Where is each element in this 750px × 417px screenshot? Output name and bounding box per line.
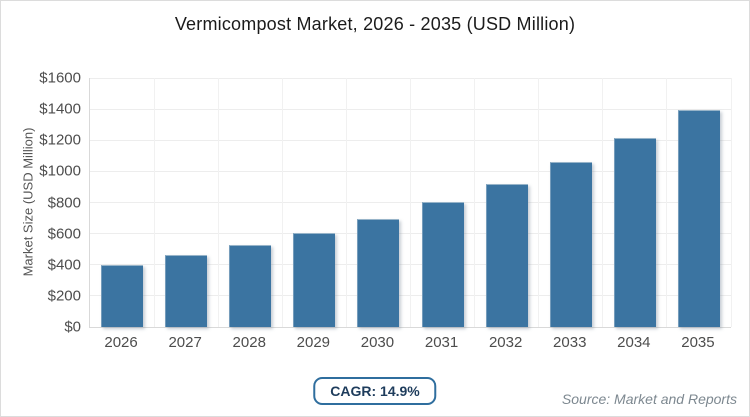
cagr-badge: CAGR: 14.9% [313, 377, 437, 405]
x-tick-label-2034: 2034 [617, 334, 651, 351]
bar-2026 [101, 264, 144, 327]
source-note: Source: Market and Reports [561, 391, 737, 407]
gridline-vertical [730, 78, 732, 327]
gridline-vertical [410, 78, 411, 327]
x-tick-label-2028: 2028 [232, 334, 266, 351]
y-tick-label: $400 [47, 256, 81, 274]
x-tick-label-2035: 2035 [681, 334, 715, 351]
y-tick-label: $1000 [39, 162, 81, 180]
bar-2031 [421, 202, 464, 327]
y-tick-label: $600 [47, 225, 81, 243]
chart-title: Vermicompost Market, 2026 - 2035 (USD Mi… [174, 14, 576, 34]
y-tick-label: $200 [47, 287, 81, 305]
gridline-vertical [538, 78, 540, 327]
x-tick-label-2031: 2031 [424, 334, 459, 351]
gridline-vertical [666, 78, 668, 327]
gridline-vertical [474, 78, 476, 327]
bar-2032 [485, 183, 528, 327]
plot-area [89, 77, 732, 328]
bar-2028 [229, 244, 272, 327]
y-tick-label: $1400 [39, 100, 81, 118]
bar-2035 [677, 109, 720, 327]
y-tick-label: $1200 [39, 131, 81, 149]
y-tick-label: $0 [64, 318, 81, 336]
bar-2027 [165, 255, 208, 327]
y-tick-label: $1600 [39, 69, 81, 87]
gridline-vertical [602, 78, 604, 327]
bar-2033 [549, 162, 592, 327]
cagr-badge-label: CAGR: 14.9% [330, 383, 420, 399]
x-tick-label-2032: 2032 [488, 334, 523, 351]
x-axis-tick-labels: 2026 2027 2028 2029 2030 2031 2032 2033 2034 2035 [89, 334, 730, 354]
bar-2034 [613, 137, 656, 327]
bar-2029 [293, 232, 336, 327]
x-tick-label-2029: 2029 [296, 334, 331, 351]
gridline-vertical [153, 78, 155, 327]
x-tick-label-2030: 2030 [360, 334, 395, 351]
gridline-vertical [281, 78, 283, 327]
gridline-vertical [217, 78, 219, 327]
x-tick-label-2033: 2033 [553, 334, 587, 351]
x-tick-label-2026: 2026 [104, 334, 138, 351]
x-tick-label-2027: 2027 [168, 334, 202, 351]
gridline-vertical [345, 78, 347, 327]
y-tick-label: $800 [47, 194, 81, 211]
y-axis-tick-labels: $0 $200 $400 $600 $800 $1000 $1200 $1400 $1600 [1, 70, 81, 336]
bar-2030 [357, 218, 400, 327]
